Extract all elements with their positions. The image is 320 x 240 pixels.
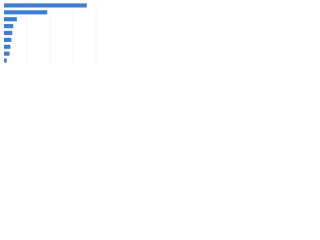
- bar: [4, 3, 87, 8]
- bar: [4, 10, 48, 15]
- bar: [4, 37, 12, 42]
- chart: [0, 0, 100, 71]
- bar: [4, 58, 7, 63]
- page: (() => { const data = JSON.parse(documen…: [0, 0, 320, 71]
- bar: [4, 44, 11, 49]
- bar: [4, 17, 17, 22]
- bar: [4, 30, 13, 36]
- bar: [4, 51, 10, 56]
- bar: [4, 24, 14, 29]
